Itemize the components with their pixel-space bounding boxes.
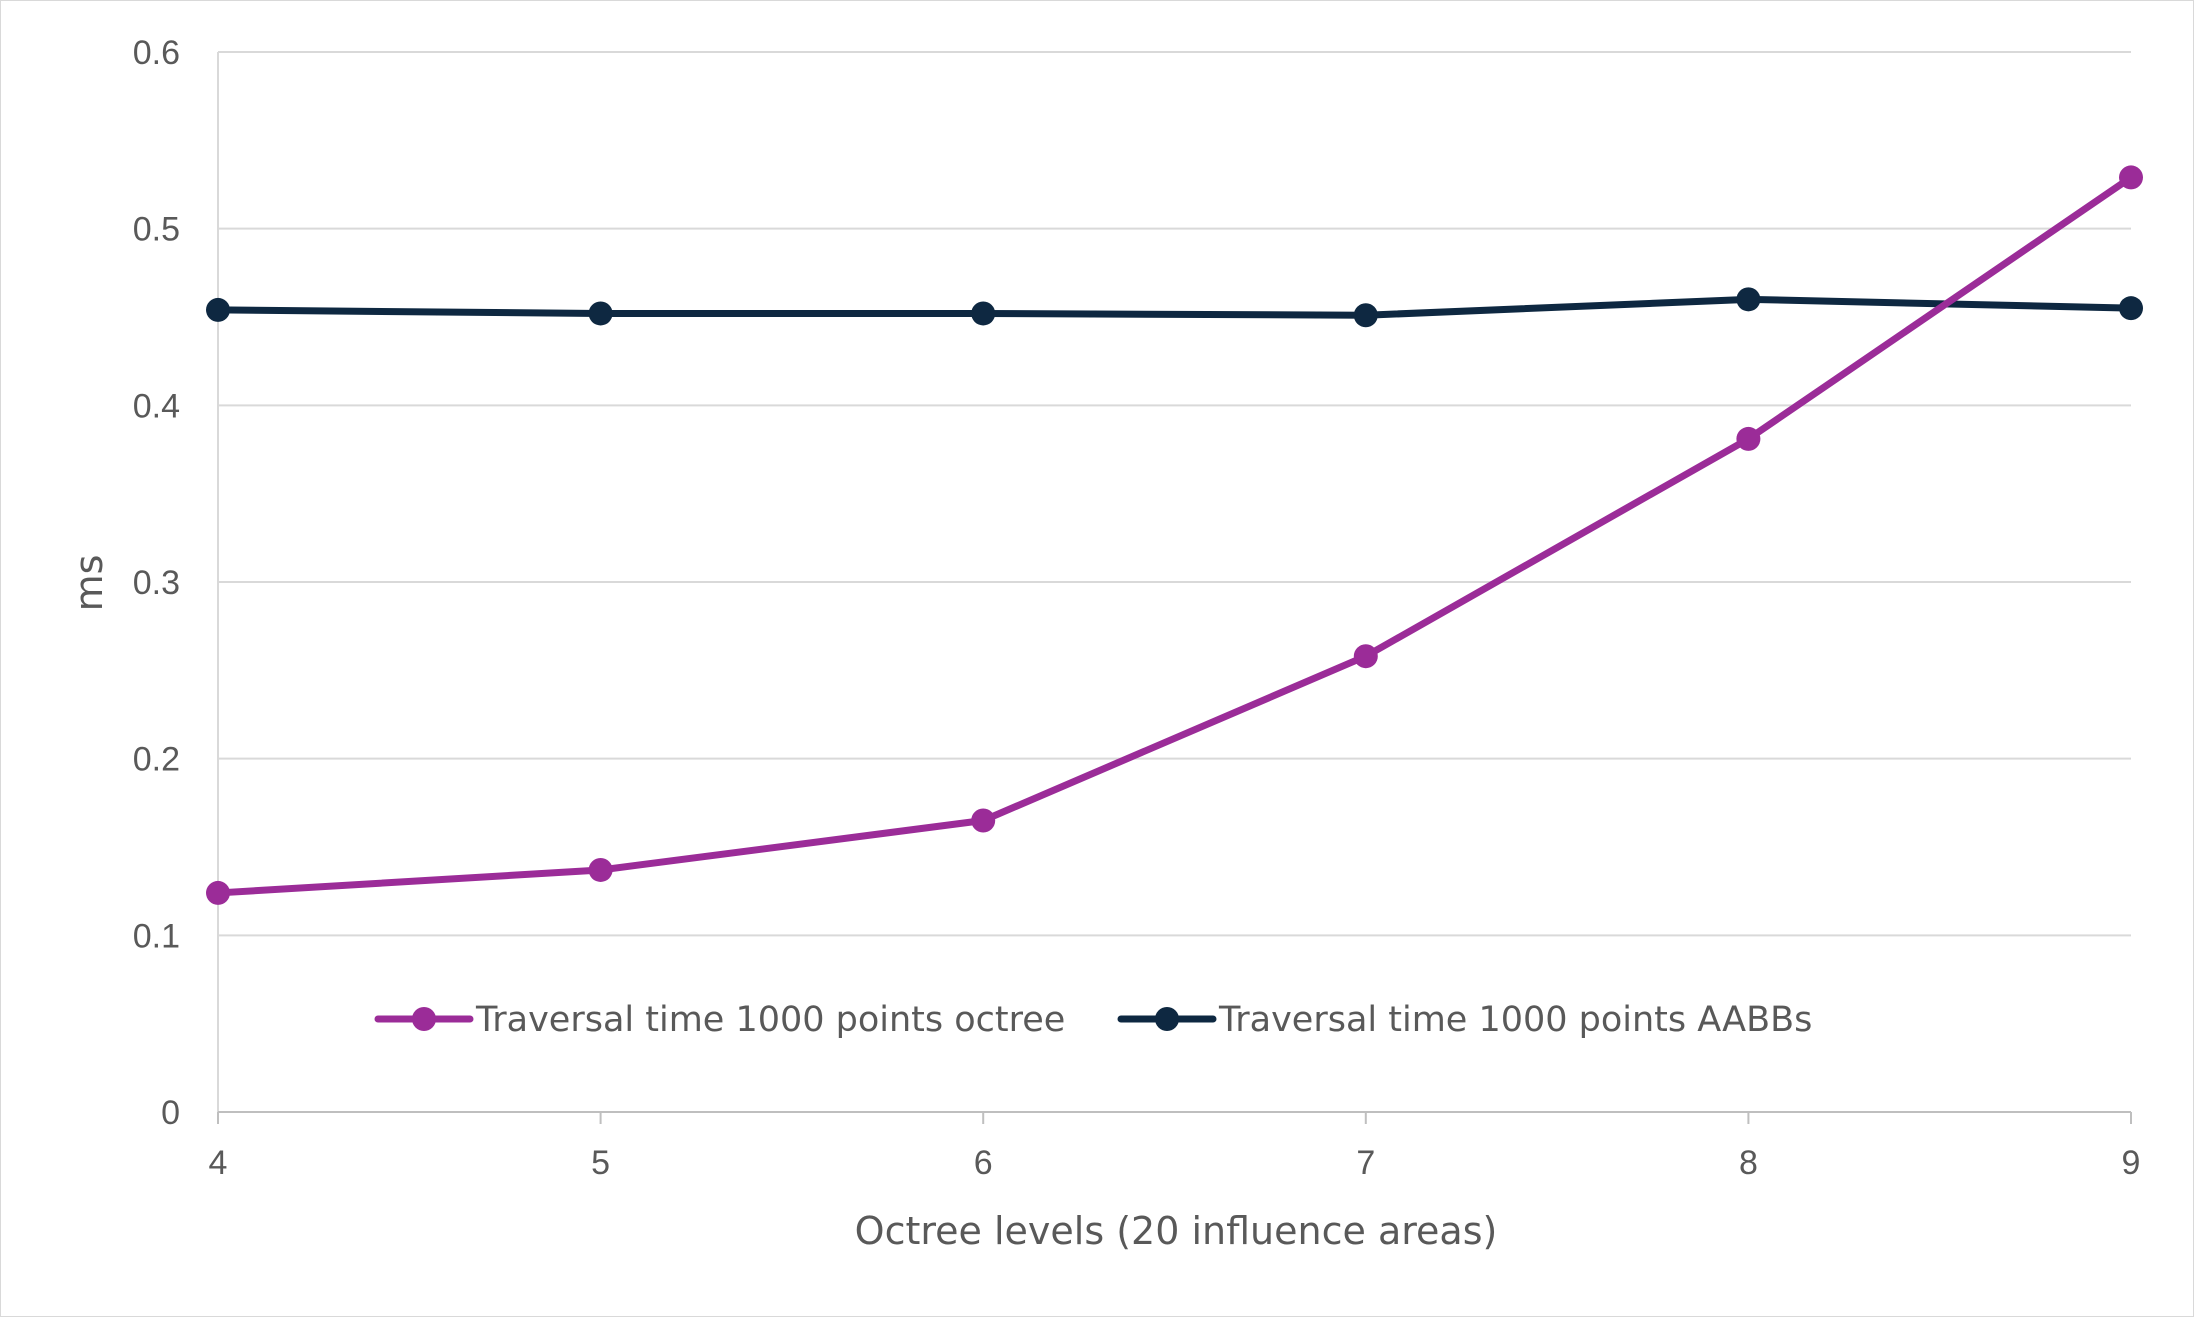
data-point: [2119, 296, 2143, 321]
data-point: [971, 301, 996, 326]
series-line: [214, 295, 2135, 319]
x-tick-label: 8: [1739, 1144, 1758, 1182]
legend-label: Traversal time 1000 points AABBs: [1218, 1000, 1812, 1040]
series-line: [214, 173, 2135, 897]
x-tick-label: 6: [974, 1144, 993, 1182]
data-point: [1736, 287, 1761, 312]
data-point: [1736, 426, 1761, 451]
data-point: [206, 297, 230, 322]
data-point: [588, 857, 613, 882]
data-point: [1353, 303, 1378, 328]
data-point: [2119, 165, 2143, 190]
data-point: [971, 808, 996, 833]
series-1: [206, 287, 2143, 328]
data-point: [206, 880, 230, 905]
y-axis-title: ms: [67, 555, 111, 612]
y-tick-labels: 0 0.1 0.2 0.3 0.4 0.5 0.6: [133, 34, 180, 1132]
y-tick-label: 0.2: [133, 741, 180, 779]
series-layer: [206, 165, 2143, 905]
legend: Traversal time 1000 points octree Travers…: [374, 1000, 1812, 1040]
legend-entry-0: Traversal time 1000 points octree: [374, 1000, 1065, 1040]
legend-entry-1: Traversal time 1000 points AABBs: [1117, 1000, 1812, 1040]
x-tick-label: 4: [209, 1144, 228, 1182]
series-0: [206, 165, 2143, 905]
x-tick-labels: 4 5 6 7 8 9: [209, 1112, 2141, 1182]
legend-swatch-marker: [412, 1007, 436, 1031]
y-tick-label: 0.5: [133, 211, 180, 249]
data-point: [588, 301, 613, 326]
x-tick-label: 5: [591, 1144, 610, 1182]
y-tick-label: 0.6: [133, 34, 180, 72]
x-axis-title: Octree levels (20 influence areas): [855, 1209, 1498, 1253]
gridlines: [218, 51, 2131, 937]
y-tick-label: 0.4: [133, 387, 180, 425]
y-tick-label: 0.1: [133, 917, 180, 955]
axes: [217, 52, 2131, 1113]
legend-label: Traversal time 1000 points octree: [475, 1000, 1065, 1040]
x-tick-label: 7: [1356, 1144, 1375, 1182]
x-tick-label: 9: [2122, 1144, 2141, 1182]
data-point: [1353, 644, 1378, 669]
legend-swatch-marker: [1155, 1007, 1179, 1031]
y-tick-label: 0: [161, 1094, 180, 1132]
y-tick-label: 0.3: [133, 564, 180, 602]
